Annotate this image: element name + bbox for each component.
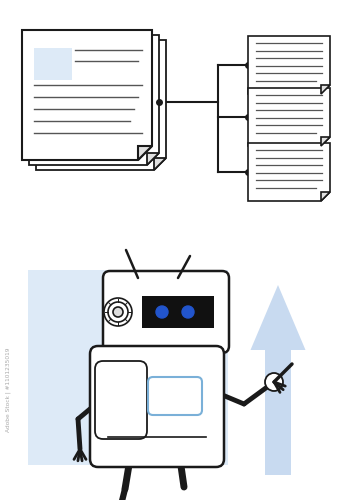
FancyBboxPatch shape — [95, 361, 147, 439]
Polygon shape — [250, 285, 305, 475]
Polygon shape — [248, 36, 330, 94]
Circle shape — [104, 298, 132, 326]
Polygon shape — [321, 192, 330, 201]
Polygon shape — [248, 88, 330, 146]
Circle shape — [108, 302, 128, 322]
FancyBboxPatch shape — [142, 296, 214, 328]
Polygon shape — [321, 85, 330, 94]
Polygon shape — [147, 153, 159, 165]
Circle shape — [265, 373, 283, 391]
Polygon shape — [154, 158, 166, 170]
Text: Adobe Stock | #1101235019: Adobe Stock | #1101235019 — [5, 348, 11, 432]
Circle shape — [113, 307, 123, 317]
Polygon shape — [321, 137, 330, 146]
Bar — [28, 270, 228, 465]
Bar — [34, 48, 72, 80]
Circle shape — [156, 306, 168, 318]
Polygon shape — [138, 146, 152, 160]
Circle shape — [182, 306, 194, 318]
FancyBboxPatch shape — [90, 346, 224, 467]
FancyBboxPatch shape — [148, 377, 202, 415]
Polygon shape — [248, 143, 330, 201]
Polygon shape — [29, 35, 159, 165]
Polygon shape — [36, 40, 166, 170]
FancyBboxPatch shape — [103, 271, 229, 353]
Polygon shape — [22, 30, 152, 160]
